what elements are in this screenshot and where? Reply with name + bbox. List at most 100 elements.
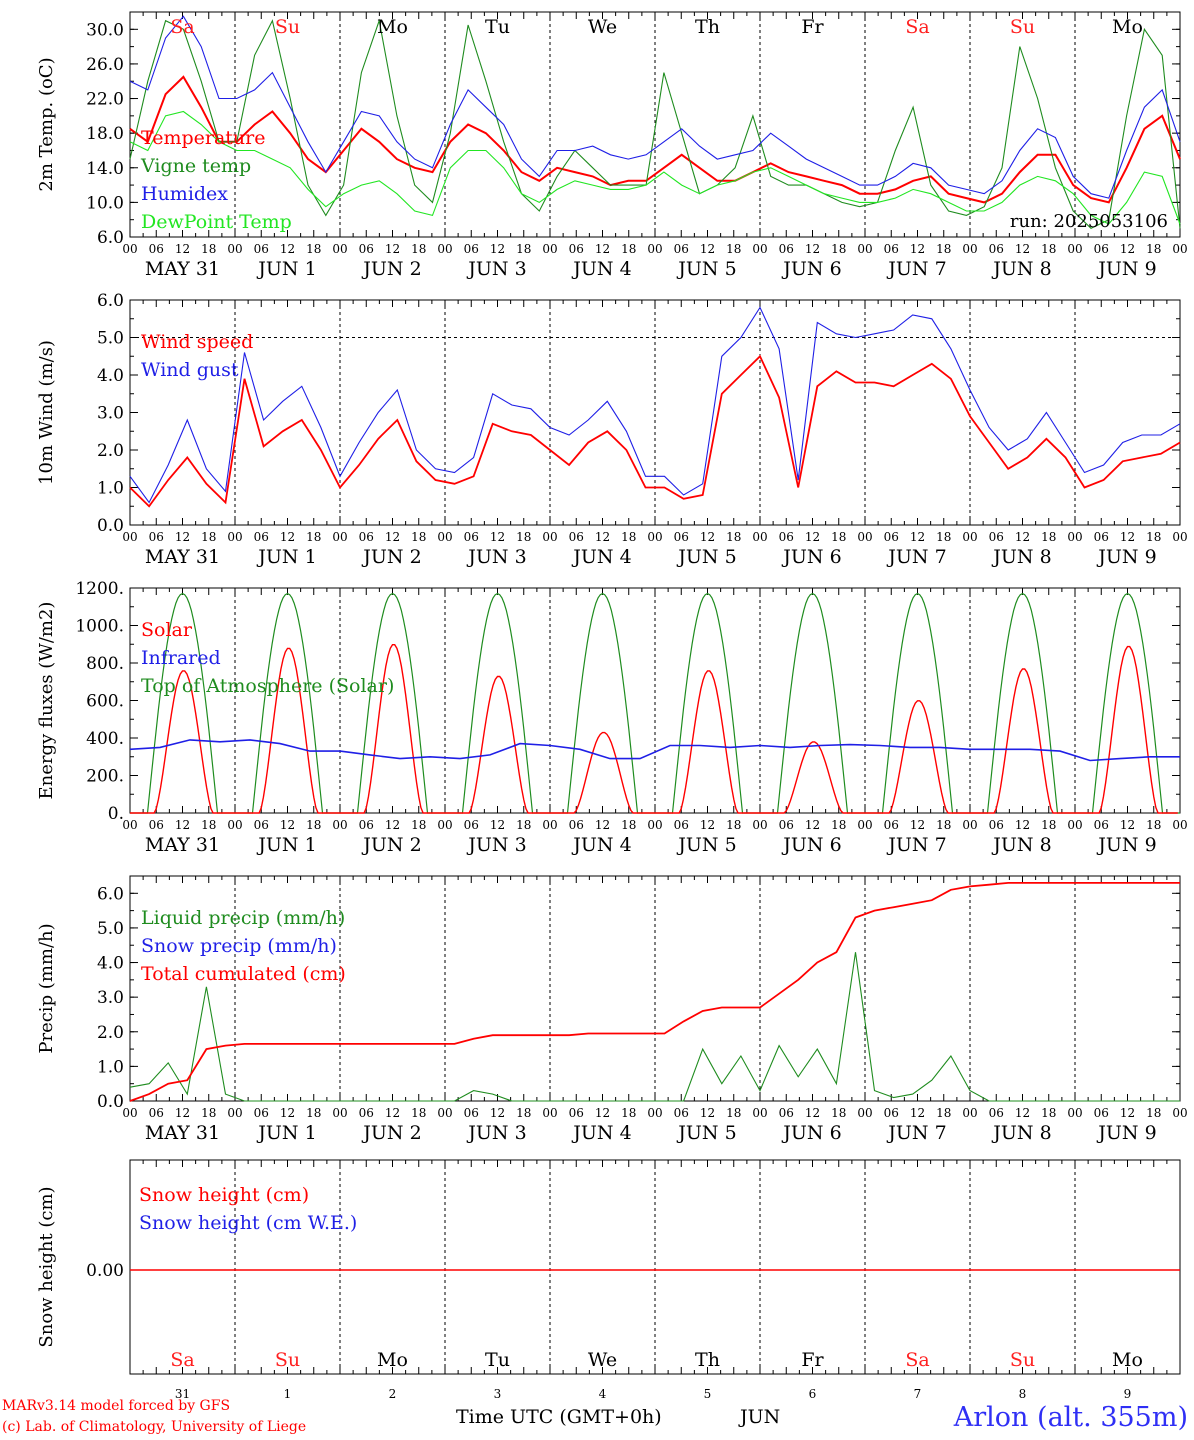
series-line-cumulated bbox=[129, 882, 1180, 1102]
weekday-label: Tu bbox=[485, 1349, 510, 1371]
day-number-label: 31 bbox=[175, 1387, 190, 1401]
hour-tick-label: 06 bbox=[989, 242, 1004, 256]
hour-tick-label: 18 bbox=[201, 530, 216, 544]
x-axis-title: Time UTC (GMT+0h) bbox=[456, 1406, 662, 1428]
date-label: JUN 7 bbox=[886, 1122, 946, 1144]
y-tick-label: 1200. bbox=[75, 579, 124, 599]
hour-tick-label: 18 bbox=[726, 530, 741, 544]
hour-tick-label: 18 bbox=[1146, 1106, 1161, 1120]
hour-tick-label: 12 bbox=[1120, 242, 1135, 256]
weekday-label: Su bbox=[275, 16, 300, 38]
hour-tick-label: 12 bbox=[910, 818, 925, 832]
y-tick-label: 5.0 bbox=[97, 919, 124, 939]
hour-tick-label: 06 bbox=[1094, 818, 1109, 832]
hour-tick-label: 06 bbox=[989, 818, 1004, 832]
hour-tick-label: 00 bbox=[857, 818, 872, 832]
date-label: JUN 6 bbox=[781, 258, 841, 280]
legend-entry: Snow height (cm W.E.) bbox=[139, 1212, 357, 1234]
hour-tick-label: 00 bbox=[1172, 530, 1187, 544]
hour-tick-label: 00 bbox=[1067, 1106, 1082, 1120]
series-line-liquid bbox=[129, 952, 1180, 1102]
date-label: JUN 1 bbox=[256, 258, 316, 280]
weekday-label: Mo bbox=[377, 1349, 408, 1371]
date-label: JUN 1 bbox=[256, 546, 316, 568]
series-line-red bbox=[129, 354, 1181, 508]
y-tick-label: 1000. bbox=[75, 617, 124, 637]
hour-tick-label: 00 bbox=[647, 242, 662, 256]
hour-tick-label: 00 bbox=[542, 818, 557, 832]
date-label: JUN 4 bbox=[571, 258, 631, 280]
hour-tick-label: 06 bbox=[884, 242, 899, 256]
hour-tick-label: 18 bbox=[1146, 818, 1161, 832]
date-label: JUN 2 bbox=[361, 258, 421, 280]
hour-tick-label: 18 bbox=[831, 818, 846, 832]
y-axis-title: Precip (mm/h) bbox=[36, 923, 57, 1053]
legend-entry: Vigne temp bbox=[140, 155, 251, 177]
hour-tick-label: 12 bbox=[910, 242, 925, 256]
date-label: MAY 31 bbox=[145, 1122, 220, 1144]
hour-tick-label: 06 bbox=[884, 1106, 899, 1120]
hour-tick-label: 18 bbox=[1041, 1106, 1056, 1120]
hour-tick-label: 12 bbox=[595, 530, 610, 544]
hour-tick-label: 18 bbox=[306, 1106, 321, 1120]
hour-tick-label: 00 bbox=[857, 530, 872, 544]
station-label: Arlon (alt. 355m) bbox=[953, 1402, 1188, 1433]
hour-tick-label: 18 bbox=[411, 242, 426, 256]
model-credit: MARv3.14 model forced by GFS bbox=[2, 1398, 231, 1414]
date-label: JUN 5 bbox=[676, 1122, 736, 1144]
hour-tick-label: 18 bbox=[621, 818, 636, 832]
hour-tick-label: 00 bbox=[1067, 530, 1082, 544]
hour-tick-label: 06 bbox=[149, 242, 164, 256]
hour-tick-label: 12 bbox=[700, 242, 715, 256]
hour-tick-label: 00 bbox=[227, 1106, 242, 1120]
day-number-label: 3 bbox=[494, 1387, 502, 1401]
hour-tick-label: 00 bbox=[752, 242, 767, 256]
hour-tick-label: 18 bbox=[726, 242, 741, 256]
weekday-label: Sa bbox=[905, 1349, 929, 1371]
plot-frame-2 bbox=[129, 299, 1181, 526]
hour-tick-label: 00 bbox=[647, 1106, 662, 1120]
y-axis-title: Snow height (cm) bbox=[36, 1186, 57, 1347]
date-label: MAY 31 bbox=[145, 546, 220, 568]
weekday-label: Su bbox=[1010, 1349, 1035, 1371]
hour-tick-label: 06 bbox=[569, 818, 584, 832]
hour-tick-label: 12 bbox=[595, 1106, 610, 1120]
hour-tick-label: 06 bbox=[1094, 530, 1109, 544]
hour-tick-label: 00 bbox=[857, 242, 872, 256]
plot-frame-3 bbox=[129, 587, 1181, 814]
hour-tick-label: 06 bbox=[359, 242, 374, 256]
hour-tick-label: 06 bbox=[149, 818, 164, 832]
hour-tick-label: 18 bbox=[621, 242, 636, 256]
hour-tick-label: 18 bbox=[831, 242, 846, 256]
hour-tick-label: 06 bbox=[359, 818, 374, 832]
date-label: JUN 3 bbox=[466, 258, 526, 280]
hour-tick-label: 12 bbox=[490, 818, 505, 832]
y-tick-label: 3.0 bbox=[97, 988, 124, 1008]
hour-tick-label: 06 bbox=[359, 530, 374, 544]
day-number-label: 6 bbox=[809, 1387, 817, 1401]
y-tick-label: 6.0 bbox=[97, 228, 124, 248]
date-label: JUN 1 bbox=[256, 1122, 316, 1144]
weekday-label: We bbox=[588, 16, 617, 38]
series-line-blue bbox=[129, 306, 1181, 504]
legend-entry: Total cumulated (cm) bbox=[141, 963, 346, 985]
date-label: JUN 8 bbox=[991, 258, 1051, 280]
hour-tick-label: 00 bbox=[647, 818, 662, 832]
y-tick-label: 6.0 bbox=[97, 884, 124, 904]
legend-entry: Wind speed bbox=[141, 331, 253, 353]
lab-credit: (c) Lab. of Climatology, University of L… bbox=[2, 1419, 307, 1435]
hour-tick-label: 06 bbox=[254, 1106, 269, 1120]
hour-tick-label: 00 bbox=[227, 530, 242, 544]
date-label: JUN 3 bbox=[466, 1122, 526, 1144]
y-tick-label: 0.0 bbox=[97, 516, 124, 536]
hour-tick-label: 06 bbox=[989, 1106, 1004, 1120]
hour-tick-label: 00 bbox=[437, 1106, 452, 1120]
y-tick-label: 0.00 bbox=[86, 1261, 124, 1281]
hour-tick-label: 00 bbox=[437, 530, 452, 544]
y-tick-label: 2.0 bbox=[97, 1023, 124, 1043]
hour-tick-label: 06 bbox=[464, 530, 479, 544]
hour-tick-label: 12 bbox=[1015, 1106, 1030, 1120]
weekday-label: Sa bbox=[170, 1349, 194, 1371]
day-number-label: 2 bbox=[389, 1387, 397, 1401]
series-line-blue bbox=[129, 15, 1181, 199]
